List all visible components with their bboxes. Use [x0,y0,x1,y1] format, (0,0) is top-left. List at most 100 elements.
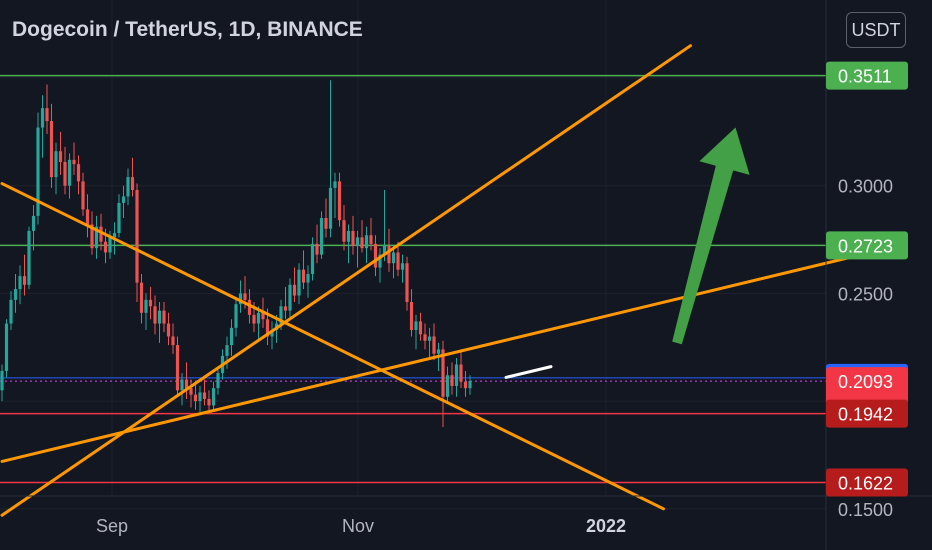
candle [468,375,472,395]
candle-body [58,151,63,162]
candle [58,131,63,175]
trendline-mid-ascending [0,253,863,463]
candle [171,323,175,354]
candle-body [328,187,333,229]
candle-body [315,243,319,255]
candle-body [445,375,450,397]
candle-body [184,379,189,389]
candle-body [49,121,54,178]
candle [283,286,288,320]
candle-body [121,196,126,203]
trendlines [0,44,863,517]
price-label-bg [826,468,908,497]
candle-body [364,235,369,249]
currency-button[interactable]: USDT [846,12,906,48]
candle-body [207,398,211,406]
candle-body [306,274,310,283]
candle [175,336,180,397]
candle [166,312,171,346]
candle-body [256,312,261,324]
candle-body [229,327,234,346]
candle [315,224,319,264]
price-label-text: 0.1942 [838,405,893,425]
price-label-resistance: 0.2723 [826,231,908,260]
candle [342,205,346,251]
candle-body [13,289,18,300]
candle-body [360,237,364,249]
candle-body [126,177,130,197]
candle-body [243,293,247,300]
candle-body [391,252,396,264]
candle-body [297,269,301,296]
price-label-bg [826,399,908,428]
candle-body [450,375,454,387]
candle-body [378,254,382,268]
candle-body [27,230,31,285]
candle [18,265,22,305]
candle [216,366,220,395]
time-tick-label: Sep [96,516,128,536]
candle [378,248,382,283]
candle-body [148,299,153,307]
candle [351,215,355,255]
candle [193,383,198,410]
candle [337,172,342,227]
candle-body [36,127,40,216]
candle [117,194,121,238]
candle-body [382,246,387,255]
candle-body [283,306,288,311]
candle-body [468,381,472,389]
trendline-descending [0,182,665,511]
candle-body [252,314,256,324]
candle [396,241,400,277]
candle [400,254,405,283]
candle [418,312,423,341]
candle-body [139,282,144,313]
candle [369,218,373,251]
candle [310,237,315,281]
candle-body [432,336,436,354]
candle [144,293,148,331]
candle-body [81,181,85,210]
candle [13,274,18,313]
candle [427,327,432,359]
candle [72,142,76,175]
candle-body [211,388,216,406]
trendline-short-white [504,365,553,379]
arrow [672,127,750,345]
candle [157,302,162,343]
candle [67,153,72,199]
candle-body [427,336,432,341]
candle [346,224,351,264]
candlesticks [0,80,472,427]
candle-body [414,321,418,331]
candle [324,198,328,238]
candle-body [337,181,342,221]
candle-body [216,373,220,389]
candle-body [0,370,4,391]
candle-body [189,388,193,395]
price-tick-label: 0.3000 [838,177,893,197]
time-tick-label: Nov [342,516,374,536]
candle [184,362,189,399]
candle [81,172,85,216]
candle [445,366,450,404]
candle-body [441,349,445,397]
candle-body [319,218,324,255]
candle-body [4,323,9,371]
candle-body [261,312,265,320]
candle [22,254,27,296]
candle [202,379,207,406]
candle [414,314,418,350]
time-tick-label: 2022 [586,516,626,536]
candle [292,267,297,303]
candle [373,235,378,277]
candle-body [117,202,121,234]
candle-body [355,237,360,247]
candle-body [292,284,297,296]
candle-body [180,379,184,391]
candle-body [238,293,243,305]
